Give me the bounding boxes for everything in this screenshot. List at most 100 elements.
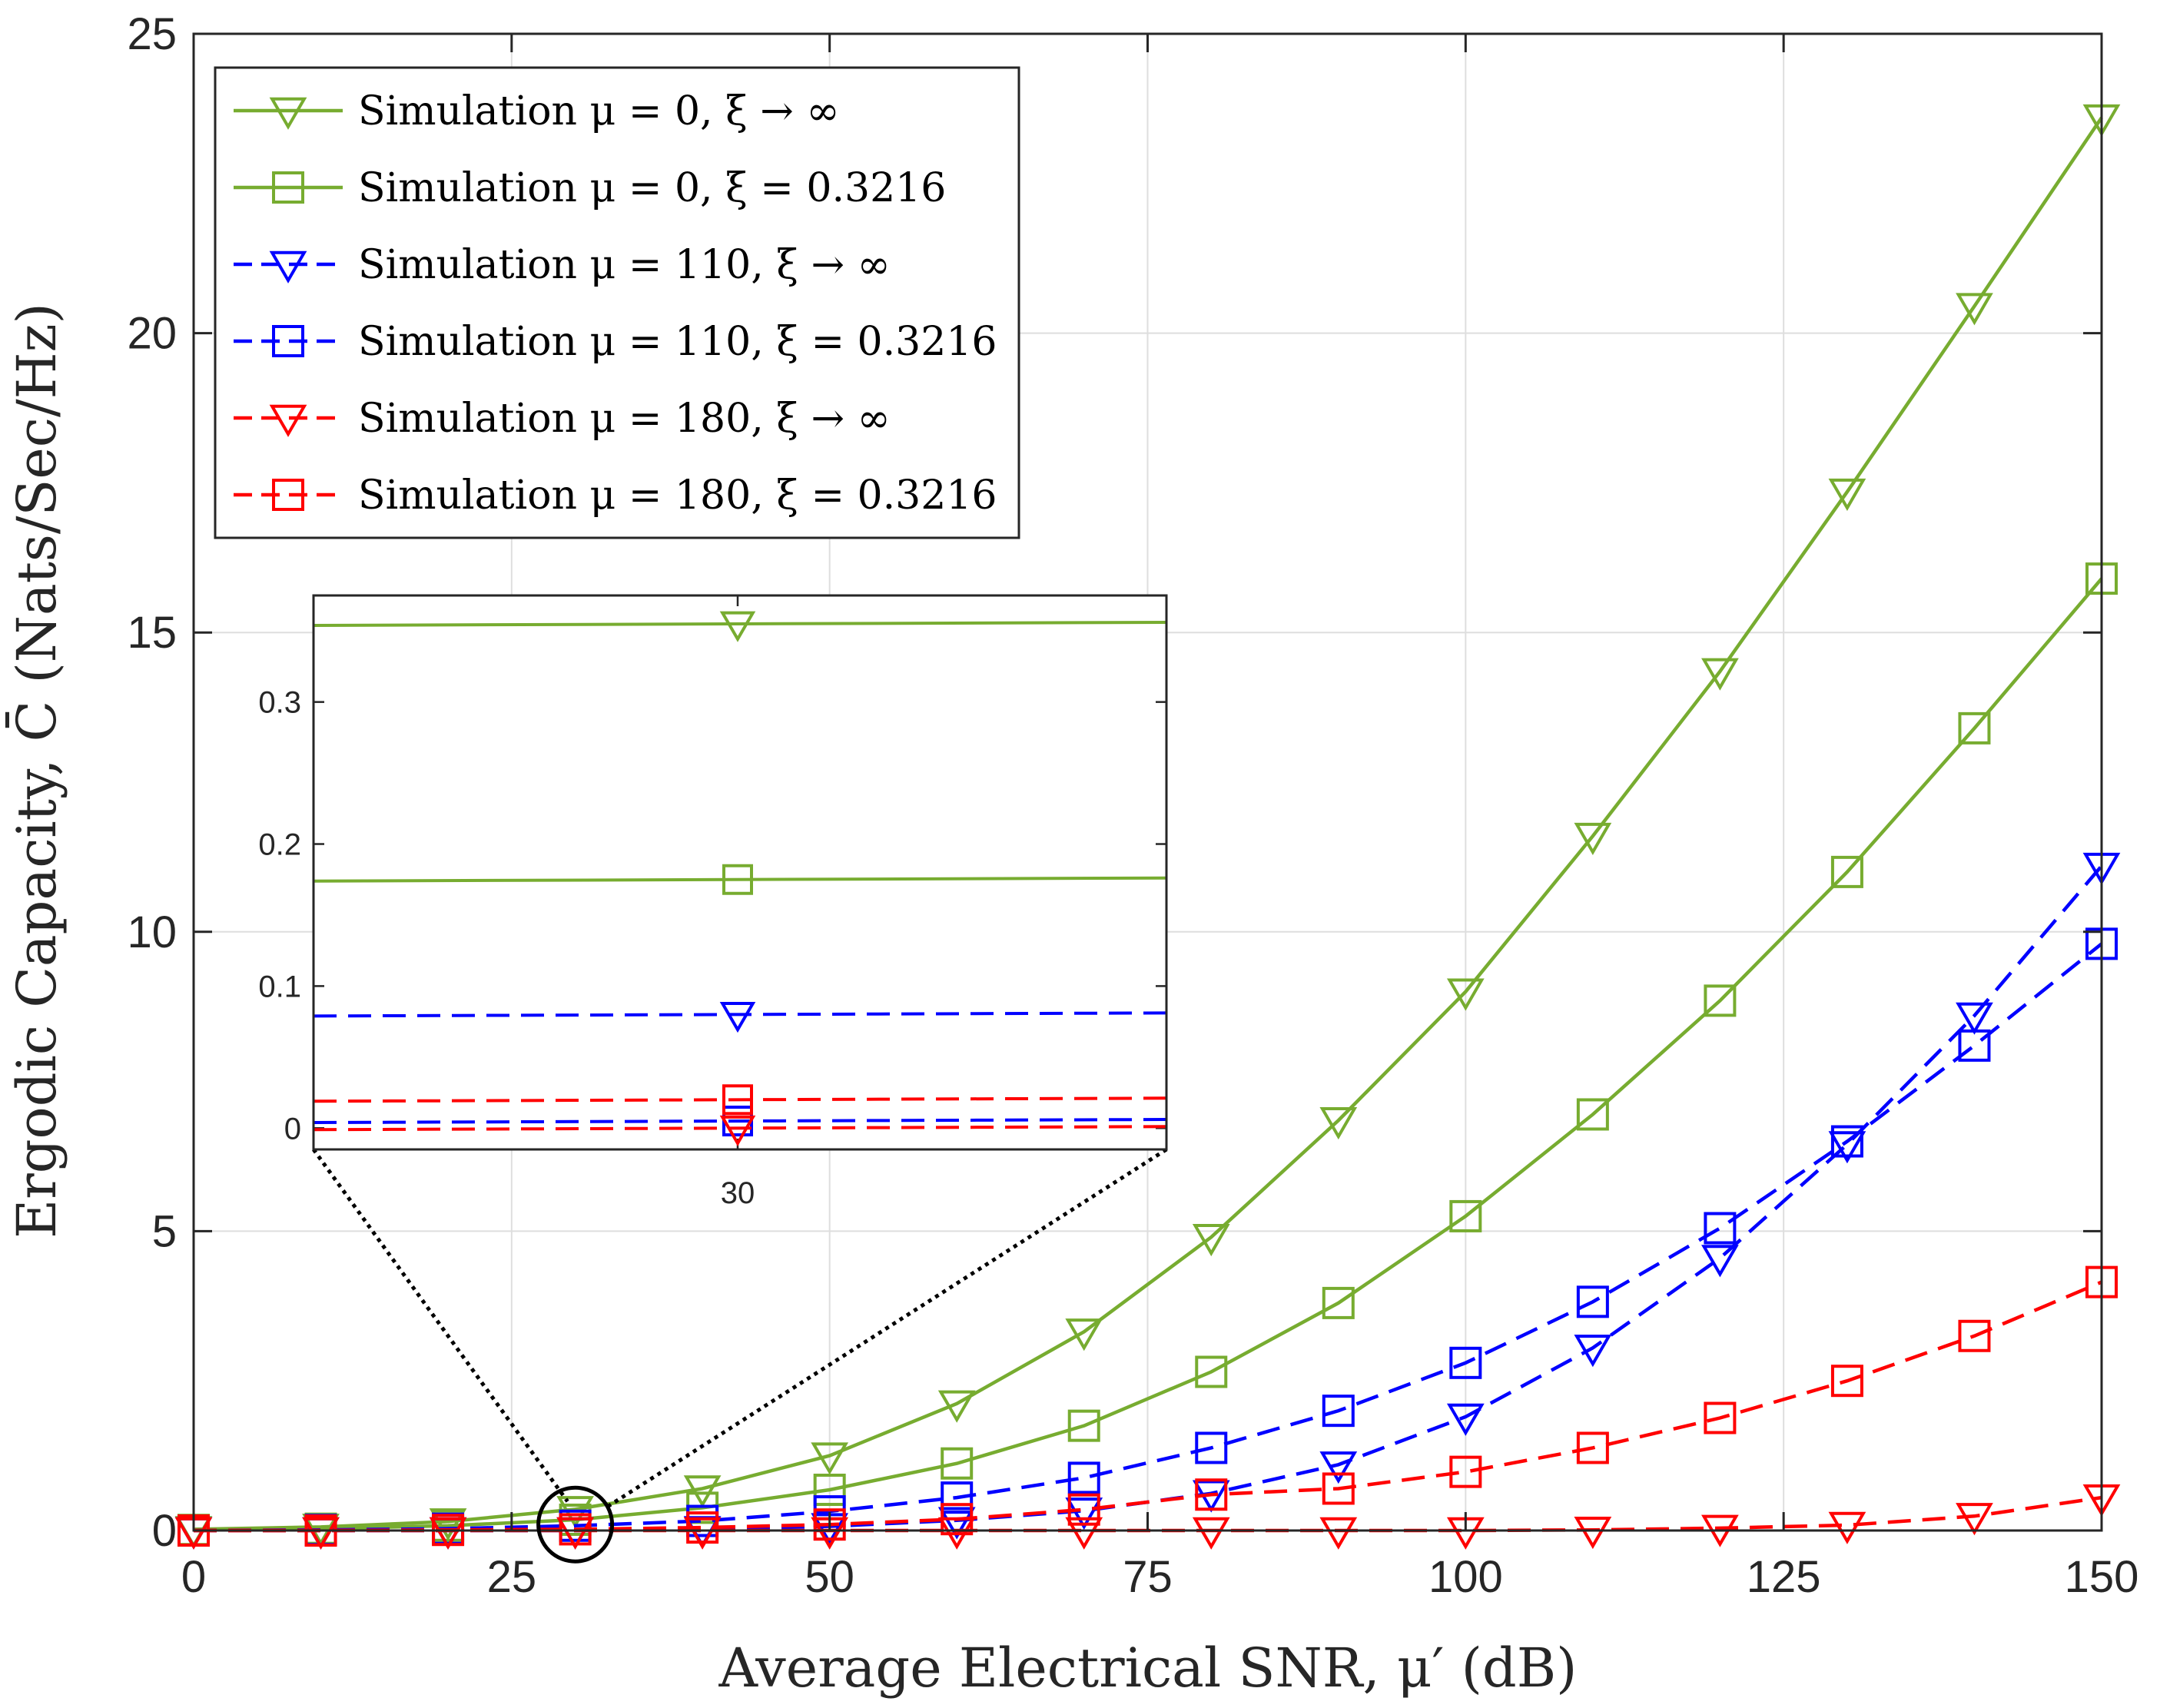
inset-background (314, 595, 1166, 1149)
x-tick-label: 25 (487, 1552, 537, 1602)
inset-series-line (313, 876, 1167, 883)
inset-data-point-marker (719, 611, 756, 642)
axis-ticks: 0 25 50 75 100 125 150 0 5 10 15 20 25 (127, 9, 2138, 1602)
data-point-marker (1576, 1431, 1609, 1464)
data-point-marker (1322, 1286, 1355, 1319)
data-point-marker (1956, 293, 1993, 326)
legend-label: Simulation μ = 180, ξ → ∞ (358, 396, 891, 442)
data-point-marker (1704, 984, 1737, 1017)
data-point-marker (941, 1481, 974, 1514)
data-point-marker (813, 1474, 846, 1507)
data-point-marker (1195, 1355, 1228, 1388)
legend-marker (272, 171, 304, 204)
inset-data-point-marker (719, 1115, 756, 1147)
legend-marker (269, 97, 307, 130)
legend-item: Simulation μ = 180, ξ = 0.3216 (234, 473, 997, 519)
y-tick-label: 5 (152, 1206, 177, 1256)
zoom-indicator (311, 1147, 1168, 1564)
data-point-marker (1830, 855, 1863, 888)
data-point-marker (1065, 1517, 1103, 1550)
data-point-marker (1067, 1461, 1100, 1494)
zoom-connector (605, 1147, 1168, 1510)
inset-x-tick-label: 30 (721, 1176, 755, 1210)
legend-item: Simulation μ = 0, ξ → ∞ (234, 88, 840, 134)
data-point-marker (1067, 1409, 1100, 1442)
data-point-marker (1319, 1451, 1358, 1484)
data-point-marker (937, 1390, 976, 1423)
legend-item: Simulation μ = 110, ξ = 0.3216 (234, 319, 997, 365)
inset-plot: 0 0.1 0.2 0.3 30 (258, 594, 1168, 1210)
data-point-marker (1192, 1223, 1230, 1257)
x-tick-label: 125 (1747, 1552, 1821, 1602)
x-tick-label: 50 (805, 1552, 854, 1602)
legend-item: Simulation μ = 110, ξ → ∞ (234, 242, 891, 288)
data-point-marker (1449, 1346, 1482, 1379)
x-tick-label: 0 (181, 1552, 206, 1602)
data-point-marker (813, 1508, 846, 1541)
data-point-marker (1958, 711, 1991, 745)
data-point-marker (1195, 1431, 1228, 1464)
inset-axes-box (312, 594, 1168, 1151)
x-axis-label: Average Electrical SNR, μ′ (dB) (718, 1637, 1578, 1700)
data-point-marker (302, 1517, 340, 1550)
inset-series-line (313, 620, 1167, 627)
legend-marker (272, 479, 304, 511)
data-point-marker (559, 1513, 592, 1546)
data-point-marker (556, 1517, 594, 1550)
data-point-marker (1574, 1335, 1612, 1368)
inset-series-line (313, 1118, 1167, 1125)
data-point-marker (1449, 1455, 1482, 1488)
zoom-connector (311, 1148, 569, 1503)
y-tick-label: 0 (152, 1506, 177, 1556)
zoom-circle (536, 1485, 615, 1564)
data-point-marker (1449, 1199, 1482, 1232)
data-point-marker (683, 1475, 722, 1508)
data-point-marker (1704, 1401, 1737, 1434)
inset-data-point-marker (722, 1084, 753, 1116)
x-tick-label: 100 (1428, 1552, 1503, 1602)
data-point-marker (1446, 978, 1485, 1011)
inset-data-point-marker (722, 864, 753, 895)
inset-series-line (313, 1096, 1167, 1103)
x-tick-label: 75 (1123, 1552, 1173, 1602)
data-point-marker (683, 1517, 722, 1550)
data-point-marker (1701, 1245, 1739, 1278)
data-point-marker (1574, 822, 1612, 856)
legend-marker (269, 404, 307, 437)
data-point-marker (811, 1442, 849, 1475)
legend-marker (269, 250, 307, 284)
y-tick-label: 15 (127, 608, 177, 658)
inset-y-tick-label: 0.3 (258, 686, 301, 720)
data-point-marker (1958, 1029, 1991, 1062)
data-point-marker (941, 1447, 974, 1480)
data-point-marker (1195, 1478, 1228, 1511)
y-axis-label: Ergodic Capacity, C̄ (Nats/Sec/Hz) (5, 303, 68, 1239)
data-point-marker (1956, 1002, 1993, 1035)
data-point-marker (1446, 1403, 1485, 1436)
legend-item: Simulation μ = 180, ξ → ∞ (234, 396, 891, 442)
legend-item: Simulation μ = 0, ξ = 0.3216 (234, 165, 946, 211)
data-point-marker (686, 1511, 719, 1544)
inset-y-tick-label: 0.2 (258, 828, 301, 862)
legend-label: Simulation μ = 110, ξ = 0.3216 (358, 319, 997, 365)
legend-label: Simulation μ = 0, ξ = 0.3216 (358, 165, 946, 211)
data-point-marker (1576, 1098, 1609, 1131)
data-point-marker (1704, 1212, 1737, 1245)
data-point-marker (1701, 658, 1739, 691)
data-point-marker (1319, 1517, 1358, 1550)
legend-label: Simulation μ = 180, ξ = 0.3216 (358, 473, 997, 519)
inset-y-tick-label: 0 (284, 1112, 301, 1146)
data-point-marker (1830, 1365, 1863, 1398)
y-tick-label: 20 (127, 309, 177, 359)
data-point-marker (1576, 1285, 1609, 1318)
legend: Simulation μ = 0, ξ → ∞ Simulation μ = 0,… (214, 66, 1020, 539)
data-point-marker (1828, 1511, 1866, 1544)
data-point-marker (1065, 1497, 1103, 1531)
data-point-marker (1828, 478, 1866, 511)
y-tick-label: 10 (127, 907, 177, 957)
legend-label: Simulation μ = 0, ξ → ∞ (358, 88, 840, 134)
legend-marker (272, 325, 304, 357)
inset-data-point-marker (719, 1001, 756, 1033)
legend-label: Simulation μ = 110, ξ → ∞ (358, 242, 891, 288)
